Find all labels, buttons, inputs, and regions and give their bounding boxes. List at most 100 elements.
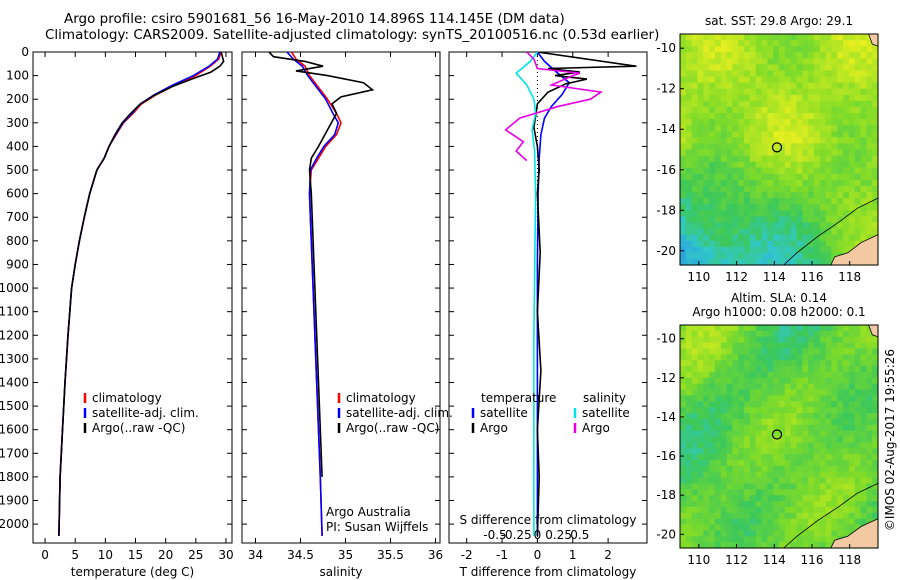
map-cell [837,448,844,455]
map-cell [767,34,774,41]
map-cell [808,137,815,144]
map-cell [714,173,722,181]
map-cell [808,113,815,120]
map-cell [714,222,722,230]
map-cell [680,64,687,72]
map-cell [866,179,873,187]
map-cell [808,204,815,211]
map-cell [703,430,710,438]
map-cell [773,137,780,144]
map-cell [697,483,704,490]
map-cell [714,258,722,266]
map-cell [744,383,751,391]
map-cell [744,64,751,72]
map-cell [808,70,815,78]
map-cell [790,82,797,90]
map-cell [802,448,809,455]
map-cell [761,407,768,414]
map-cell [854,401,862,408]
map-cell [802,430,809,438]
map-cell [843,489,850,496]
map-cell [714,512,722,520]
map-cell [843,100,850,108]
map-cell [749,46,757,53]
map-cell [685,401,693,408]
map-cell [749,125,757,132]
map-cell [691,465,698,473]
map-cell [831,234,838,242]
map-cell [691,366,698,373]
map-cell [767,418,774,426]
map-cell [680,113,687,120]
map-cell [680,401,687,408]
map-cell [732,216,739,224]
map-cell [843,34,850,41]
map-cell [685,149,693,157]
map-cell [697,100,704,108]
map-cell [685,143,693,151]
temperature-tick-label: 15 [128,548,143,562]
map-cell [714,100,722,108]
map-cell [854,125,862,132]
map-cell [813,536,821,543]
map-cell [837,40,844,47]
map-cell [808,234,815,242]
map-cell [720,360,728,367]
map-cell [837,52,844,59]
map-cell [749,131,757,138]
map-cell [837,173,844,181]
map-cell [802,222,809,230]
map-cell [790,542,797,549]
map-cell [819,401,827,408]
map-cell [808,228,815,236]
map-cell [831,354,838,361]
map-cell [813,192,821,199]
map-cell [749,204,757,211]
map-cell [819,143,827,151]
map-cell [755,530,763,537]
map-cell [703,137,710,144]
map-cell [848,336,856,344]
map-cell [808,336,815,344]
map-cell [837,489,844,496]
sla-map-title: Altim. SLA: 0.14 [731,291,827,305]
map-cell [755,64,763,72]
map-cell [854,179,862,187]
map-cell [703,82,710,90]
map-cell [808,512,815,520]
map-cell [738,106,745,114]
map-cell [709,454,716,461]
map-cell [796,70,803,78]
map-cell [767,88,774,96]
map-cell [784,94,792,102]
map-cell [703,204,710,211]
map-cell [837,371,844,379]
map-cell [860,216,867,224]
map-cell [848,413,856,420]
map-cell [860,377,867,385]
map-cell [761,418,768,426]
map-cell [773,76,780,84]
map-cell [843,371,850,379]
map-cell [720,383,728,391]
map-cell [680,418,687,426]
map-cell [831,179,838,187]
map-cell [680,40,687,47]
map-cell [866,413,873,420]
map-cell [796,460,803,467]
map-cell [767,137,774,144]
map-cell [773,366,780,373]
map-cell [796,424,803,432]
map-cell [726,366,733,373]
map-cell [808,216,815,224]
map-cell [720,106,728,114]
map-cell [848,167,856,175]
salinity-series-2 [268,52,375,477]
map-cell [680,366,687,373]
map-cell [691,198,698,205]
map-cell [779,155,786,163]
map-cell [796,436,803,443]
map-cell [796,131,803,138]
map-cell [685,258,693,266]
map-cell [732,401,739,408]
